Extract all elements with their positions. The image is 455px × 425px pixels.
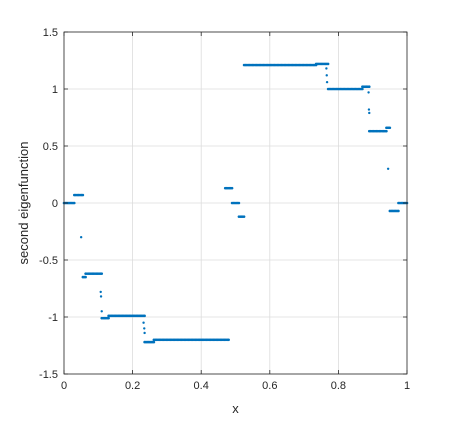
data-point [361,87,364,91]
x-tick-label: 0 [61,380,67,392]
axis-ticks: 0 0.2 0.4 0.6 0.8 1 -1.5 -1 -0.5 0 0.5 1 1.5 [39,27,410,392]
data-point [227,338,230,342]
y-tick-label: 1 [52,84,58,96]
data-point-isolated [99,295,103,298]
data-point [84,275,87,279]
data-point-isolated [367,91,370,94]
data-point-isolated [325,74,328,77]
data-point [230,186,234,190]
data-point [326,62,330,66]
y-tick-label: 0.5 [43,141,58,153]
x-tick-label: 0.4 [194,380,209,392]
data-marks [62,62,409,344]
data-point-isolated [142,321,145,324]
data-point-isolated [79,236,83,239]
data-point [107,316,110,320]
data-point-isolated [100,310,103,313]
y-tick-label: 1.5 [43,27,58,39]
data-point-isolated [368,111,371,115]
data-point [397,209,400,213]
data-point-isolated [143,331,146,335]
data-point [237,201,241,205]
x-tick-label: 0.6 [262,380,277,392]
x-tick-label: 0.8 [331,380,346,392]
x-tick-label: 1 [404,380,410,392]
y-tick-label: 0 [52,198,58,210]
data-point [72,201,76,205]
data-point [367,85,371,89]
data-point-isolated [143,327,146,330]
data-point [388,126,392,130]
y-tick-label: -1.5 [39,369,58,381]
x-tick-label: 0.2 [125,380,140,392]
x-axis-label: x [232,401,239,416]
data-point [143,314,146,318]
y-tick-label: -0.5 [39,255,58,267]
data-point [81,193,85,197]
data-point [152,340,156,344]
y-axis-label: second eigenfunction [16,142,31,265]
data-point [100,272,104,275]
data-point-isolated [367,108,371,111]
data-point [385,129,388,133]
data-point-isolated [325,80,329,84]
data-point-isolated [99,290,102,294]
data-point [242,215,246,218]
data-point-isolated [325,67,328,70]
data-point-isolated [386,167,390,170]
y-tick-label: -1 [48,312,58,324]
